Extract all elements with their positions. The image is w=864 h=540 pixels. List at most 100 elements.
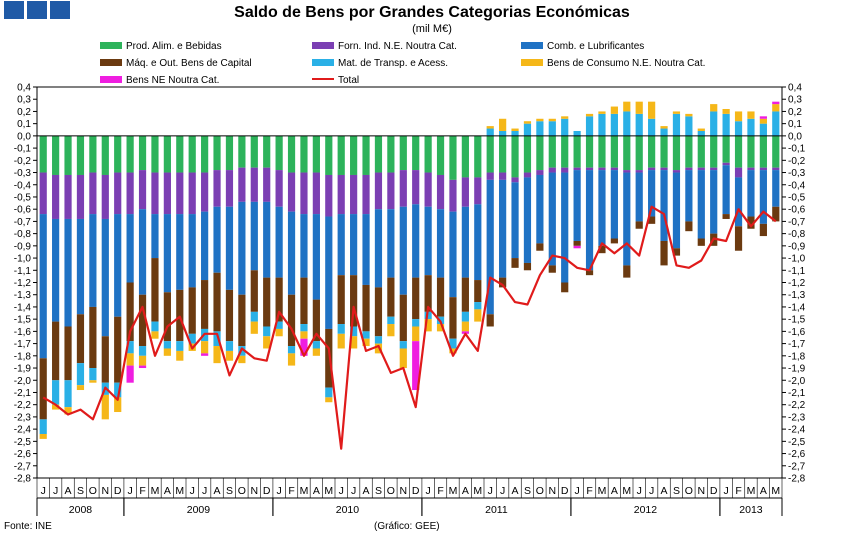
x-month-label: J xyxy=(500,485,505,497)
bar-segment xyxy=(461,177,469,207)
x-month-label: J xyxy=(426,485,431,497)
y-tick-label-left: -2,0 xyxy=(14,376,32,387)
x-month-label: J xyxy=(339,485,344,497)
bar-segment xyxy=(176,289,184,342)
bar-segment xyxy=(536,135,544,171)
y-tick-label-right: -2,0 xyxy=(788,376,806,387)
bar-segment xyxy=(126,135,134,173)
bar-segment xyxy=(138,209,147,295)
footer-credit: (Gráfico: GEE) xyxy=(374,521,440,532)
bar-segment xyxy=(685,167,693,171)
legend-item-bens-consumo: Bens de Consumo N.E. Noutra Cat. xyxy=(521,58,705,70)
bar-segment xyxy=(635,170,643,173)
bar-segment xyxy=(747,216,755,229)
bar-segment xyxy=(138,346,147,356)
bar-segment xyxy=(648,135,656,168)
bar-segment xyxy=(163,292,171,342)
bar-segment xyxy=(387,277,395,317)
bar-segment xyxy=(486,128,494,136)
bar-segment xyxy=(64,218,72,327)
bar-segment xyxy=(747,118,755,136)
bar-segment xyxy=(312,172,320,215)
bar-segment xyxy=(536,174,544,244)
bar-segment xyxy=(325,135,333,175)
legend-swatch-forn-ind xyxy=(312,41,334,49)
bar-segment xyxy=(734,167,743,178)
bar-segment xyxy=(548,118,556,122)
bar-segment xyxy=(275,328,283,337)
bar-segment xyxy=(188,135,196,173)
bar-segment xyxy=(126,214,134,283)
x-month-label: D xyxy=(114,485,122,497)
y-tick-label-right: -0,8 xyxy=(788,229,806,240)
bar-segment xyxy=(747,135,755,168)
footer-source: Fonte: INE xyxy=(4,521,52,532)
bar-segment xyxy=(598,113,606,136)
bar-segment xyxy=(213,170,221,207)
bar-segment xyxy=(436,277,445,317)
y-tick-label-right: -0,9 xyxy=(788,241,806,252)
bar-segment xyxy=(126,365,134,383)
bar-segment xyxy=(39,434,47,439)
bar-segment xyxy=(64,407,72,415)
x-month-label: A xyxy=(661,485,668,497)
x-month-label: O xyxy=(685,485,693,497)
bar-segment xyxy=(511,182,519,259)
legend-item-total: Total xyxy=(312,75,359,87)
bar-segment xyxy=(585,113,594,117)
bar-segment xyxy=(772,206,780,222)
bar-segment xyxy=(101,394,109,420)
bar-segment xyxy=(759,170,767,224)
bar-segment xyxy=(598,170,606,246)
bar-segment xyxy=(225,289,234,342)
bar-segment xyxy=(350,174,358,215)
bar-segment xyxy=(350,336,358,349)
bar-segment xyxy=(424,206,432,276)
bar-segment xyxy=(499,172,507,180)
bar-segment xyxy=(623,172,631,266)
bar-segment xyxy=(585,270,594,276)
bar-segment xyxy=(188,333,196,344)
bar-segment xyxy=(126,282,134,342)
bar-segment xyxy=(672,135,681,171)
bar-segment xyxy=(238,201,246,295)
y-tick-label-left: -2,4 xyxy=(14,425,32,436)
x-month-label: O xyxy=(238,485,246,497)
bar-segment xyxy=(536,243,544,251)
x-month-label: D xyxy=(412,485,420,497)
y-tick-label-left: -2,5 xyxy=(14,437,32,448)
bar-segment xyxy=(449,348,457,354)
bar-segment xyxy=(474,280,482,303)
bar-segment xyxy=(610,113,618,136)
bar-segment xyxy=(511,177,519,183)
bar-segment xyxy=(287,346,296,354)
y-tick-label-right: -0,1 xyxy=(788,144,806,155)
y-tick-label-right: -1,4 xyxy=(788,302,806,313)
x-month-label: M xyxy=(175,485,184,497)
bar-segment xyxy=(163,341,171,349)
x-month-label: F xyxy=(586,485,592,497)
x-month-label: J xyxy=(41,485,46,497)
bar-segment xyxy=(362,331,370,339)
bar-segment xyxy=(287,172,296,212)
bar-segment xyxy=(312,299,320,342)
x-month-label: N xyxy=(250,485,258,497)
bar-segment xyxy=(561,118,569,136)
bar-segment xyxy=(39,214,47,359)
legend-label-mat-transp: Mat. de Transp. e Acess. xyxy=(338,58,449,69)
bar-segment xyxy=(201,172,209,212)
bar-segment xyxy=(374,336,383,344)
x-month-label: D xyxy=(263,485,271,497)
legend-label-comb: Comb. e Lubrificantes xyxy=(547,41,645,52)
bar-segment xyxy=(635,135,643,171)
bar-segment xyxy=(747,170,755,217)
bar-segment xyxy=(126,353,134,366)
x-month-label: N xyxy=(548,485,556,497)
x-month-label: M xyxy=(622,485,631,497)
bar-segment xyxy=(660,167,668,171)
bar-segment xyxy=(399,341,407,349)
y-tick-label-right: -1,9 xyxy=(788,364,806,375)
bar-segment xyxy=(672,172,681,249)
bar-segment xyxy=(623,135,631,171)
